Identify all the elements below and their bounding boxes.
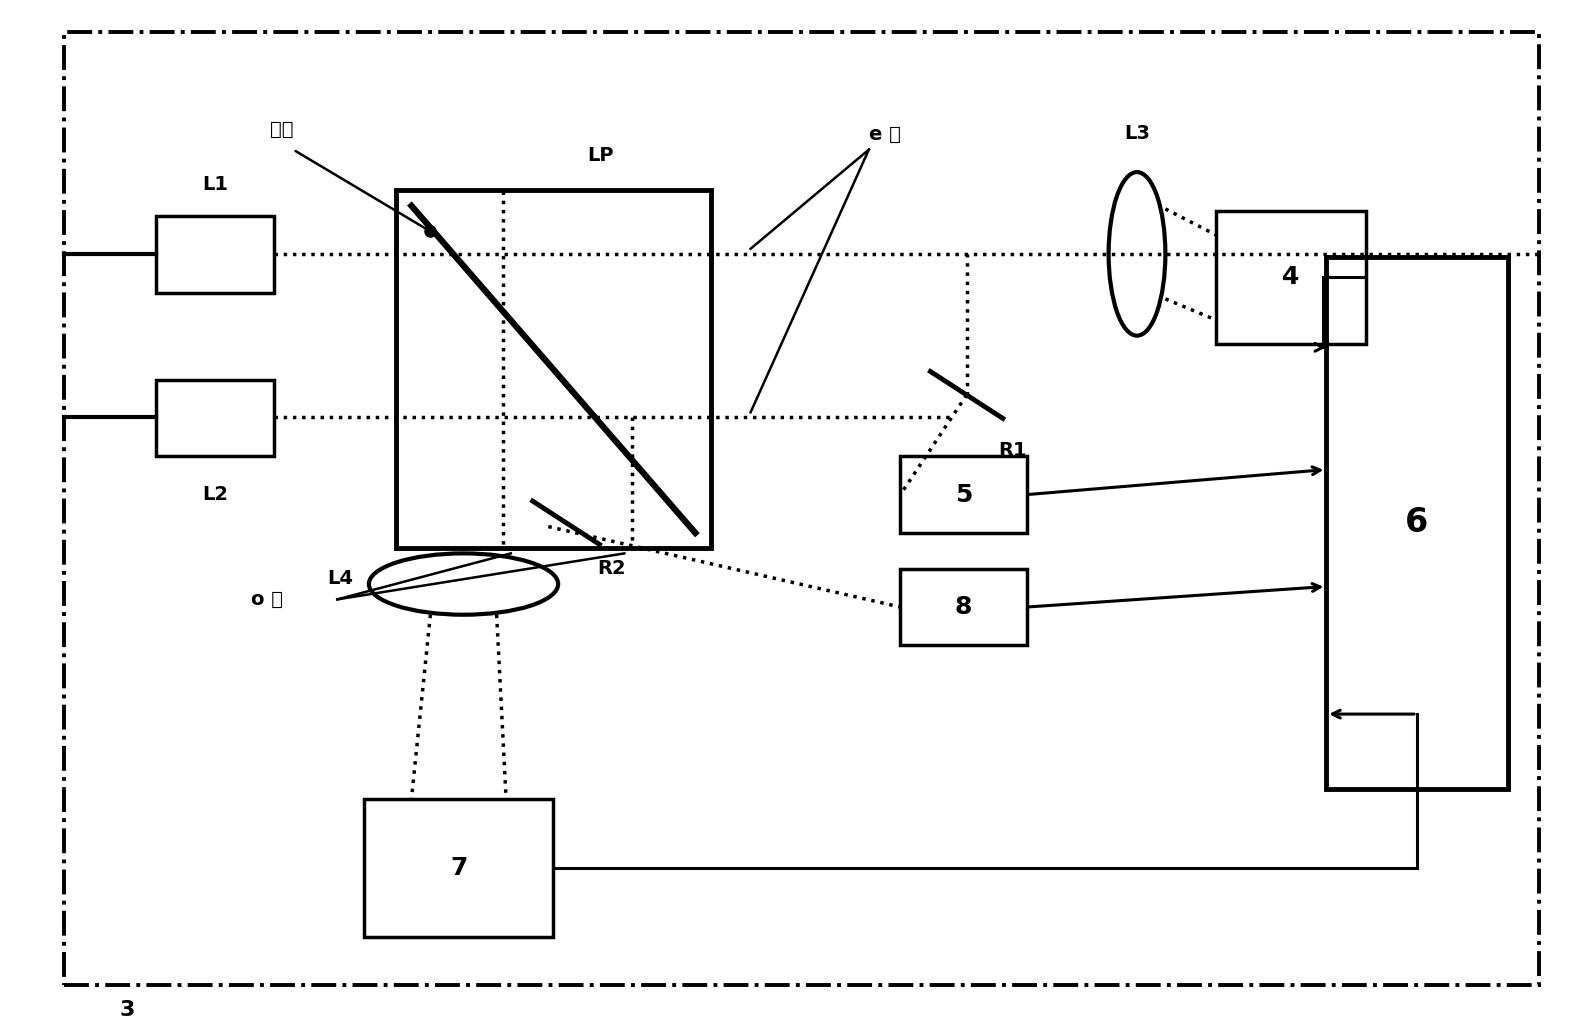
Text: LP: LP: [588, 146, 615, 165]
Text: R1: R1: [999, 441, 1027, 460]
Text: o 光: o 光: [251, 590, 283, 609]
Text: 7: 7: [450, 856, 468, 879]
Text: 8: 8: [954, 596, 972, 619]
Text: 6: 6: [1405, 506, 1428, 539]
Text: R2: R2: [597, 559, 626, 577]
Text: L1: L1: [202, 174, 228, 194]
Bar: [901, 569, 1027, 646]
Bar: [363, 798, 553, 937]
Text: 3: 3: [120, 1000, 136, 1020]
Text: 5: 5: [954, 483, 972, 506]
Text: 光轴: 光轴: [270, 120, 292, 138]
Text: e 光: e 光: [869, 125, 901, 144]
Bar: [1217, 211, 1365, 343]
Bar: [901, 456, 1027, 533]
Bar: [156, 216, 275, 293]
Bar: [395, 191, 711, 548]
Text: 4: 4: [1281, 265, 1299, 289]
Bar: [1326, 257, 1507, 788]
Text: L2: L2: [202, 485, 228, 504]
Text: L3: L3: [1123, 124, 1150, 144]
Text: L4: L4: [327, 570, 352, 588]
Bar: [156, 379, 275, 456]
